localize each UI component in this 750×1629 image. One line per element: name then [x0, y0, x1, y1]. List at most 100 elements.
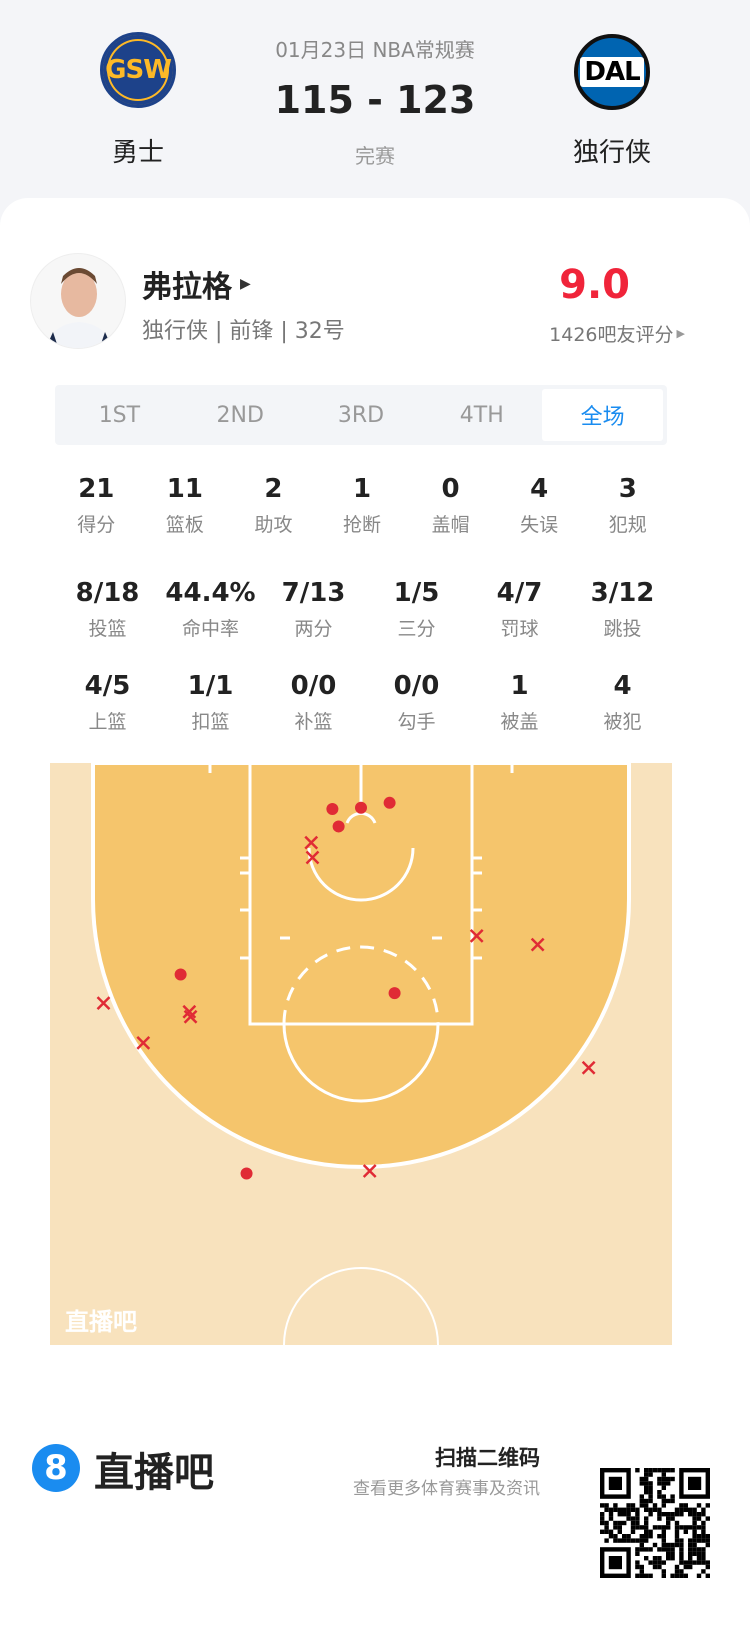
stat-value: 2 [264, 474, 283, 504]
stat-stats_row3-3: 0/0 勾手 [365, 671, 468, 734]
qr-title: 扫描二维码 [435, 1446, 540, 1470]
stat-value: 1 [510, 671, 529, 701]
stat-label: 勾手 [397, 711, 436, 733]
missed-shot [182, 1004, 197, 1019]
made-shot [332, 820, 345, 833]
stat-label: 盖帽 [431, 514, 470, 536]
missed-shot [581, 1060, 596, 1075]
player-name: 弗拉格 [142, 270, 232, 305]
away-team-name[interactable]: 独行侠 [572, 138, 651, 168]
stat-value: 3/12 [590, 578, 655, 608]
missed-shot [530, 937, 545, 952]
missed-shot [305, 850, 320, 865]
made-shot [383, 796, 396, 809]
stat-stats_row3-4: 1 被盖 [468, 671, 571, 734]
stat-stats_row1-6: 3 犯规 [583, 474, 672, 537]
three-point-area [91, 763, 631, 1169]
player-photo-icon [45, 268, 113, 348]
tab-3rd[interactable]: 3RD [337, 402, 385, 428]
stat-value: 4 [530, 474, 549, 504]
free-throw-arc-dashed [282, 945, 440, 1025]
stat-value: 4/7 [496, 578, 543, 608]
stats-row-basic: 21 得分 11 篮板 2 助攻 1 抢断 0 盖帽 4 失误 3 犯规 [52, 474, 672, 537]
missed-shot [304, 835, 319, 850]
stat-label: 被犯 [603, 711, 642, 733]
rating-count-link[interactable]: 1426吧友评分 ▶ [549, 320, 685, 347]
player-name-link[interactable]: 弗拉格 ▶ [142, 262, 251, 306]
stat-label: 抢断 [343, 514, 382, 536]
stat-label: 扣篮 [191, 711, 230, 733]
stat-stats_row2-4: 4/7 罚球 [468, 578, 571, 641]
stat-label: 被盖 [500, 711, 539, 733]
score: 115 - 123 [274, 78, 476, 122]
missed-shot [469, 929, 484, 943]
period-tabs: 1ST 2ND 3RD 4TH 全场 [55, 385, 667, 445]
free-throw-arc [282, 1023, 440, 1103]
game-status: 完赛 [355, 144, 395, 168]
stat-stats_row2-3: 1/5 三分 [365, 578, 468, 641]
rating-count: 1426吧友评分 [549, 324, 674, 346]
stat-label: 两分 [294, 618, 333, 640]
stat-label: 三分 [397, 618, 436, 640]
stat-stats_row1-1: 11 篮板 [141, 474, 230, 537]
caret-right-icon: ▶ [240, 276, 251, 292]
stat-value: 21 [78, 474, 115, 504]
stat-value: 0/0 [393, 671, 440, 701]
stat-stats_row2-2: 7/13 两分 [262, 578, 365, 641]
paint [248, 763, 474, 1026]
missed-shot [96, 996, 111, 1010]
game-date-league: 01月23日 NBA常规赛 [275, 38, 475, 62]
center-circle [283, 1267, 439, 1345]
tab-4th[interactable]: 4TH [459, 402, 504, 428]
stat-value: 44.4% [165, 578, 256, 608]
stat-label: 补篮 [294, 711, 333, 733]
stat-value: 1 [352, 474, 372, 504]
stats-row-shot-types: 4/5 上篮 1/1 扣篮 0/0 补篮 0/0 勾手 1 被盖 4 被犯 [56, 671, 674, 734]
stat-stats_row3-2: 0/0 补篮 [262, 671, 365, 734]
stat-label: 命中率 [181, 618, 239, 640]
stat-label: 助攻 [254, 514, 293, 536]
player-avatar[interactable] [30, 253, 126, 349]
away-team-logo[interactable]: DAL [574, 34, 650, 110]
stat-stats_row1-3: 1 抢断 [318, 474, 407, 537]
stat-value: 0 [441, 474, 460, 504]
stat-value: 0/0 [290, 671, 337, 701]
stat-value: 11 [166, 474, 203, 504]
stat-label: 罚球 [500, 618, 539, 640]
brand-name: 直播吧 [94, 1450, 214, 1496]
made-shot [240, 1167, 253, 1180]
caret-right-icon: ▶ [676, 327, 685, 340]
stat-label: 得分 [77, 514, 116, 536]
made-shot [174, 968, 187, 981]
stat-label: 犯规 [608, 514, 647, 536]
stat-label: 上篮 [88, 711, 127, 733]
stat-stats_row1-4: 0 盖帽 [406, 474, 495, 537]
brand-logo-icon: 8 [32, 1444, 80, 1492]
stat-label: 跳投 [603, 618, 642, 640]
stat-value: 3 [618, 474, 637, 504]
made-shot [326, 803, 339, 816]
qr-code[interactable] [600, 1468, 710, 1578]
tab-full-game[interactable]: 全场 [542, 389, 663, 441]
stat-value: 7/13 [281, 578, 346, 608]
made-shot [355, 801, 367, 814]
missed-shot [136, 1036, 151, 1050]
tab-1st[interactable]: 1ST [98, 402, 141, 428]
restricted-arc [307, 847, 415, 902]
shot-marks [96, 796, 596, 1180]
player-rating: 9.0 [559, 262, 630, 308]
stat-label: 失误 [520, 514, 559, 536]
home-team-logo[interactable]: GSW [100, 32, 176, 108]
qr-subtitle: 查看更多体育赛事及资讯 [353, 1479, 540, 1499]
missed-shot [362, 1164, 377, 1178]
tab-2nd[interactable]: 2ND [216, 402, 264, 428]
stat-stats_row3-5: 4 被犯 [571, 671, 674, 734]
stat-label: 投篮 [88, 618, 127, 640]
stat-stats_row1-2: 2 助攻 [229, 474, 318, 537]
stat-stats_row2-1: 44.4% 命中率 [159, 578, 262, 641]
watermark-logo: 直播吧 [65, 1308, 137, 1336]
stat-stats_row3-1: 1/1 扣篮 [159, 671, 262, 734]
stat-value: 1/1 [187, 671, 234, 701]
stat-value: 4 [613, 671, 632, 701]
home-team-name[interactable]: 勇士 [111, 138, 164, 168]
